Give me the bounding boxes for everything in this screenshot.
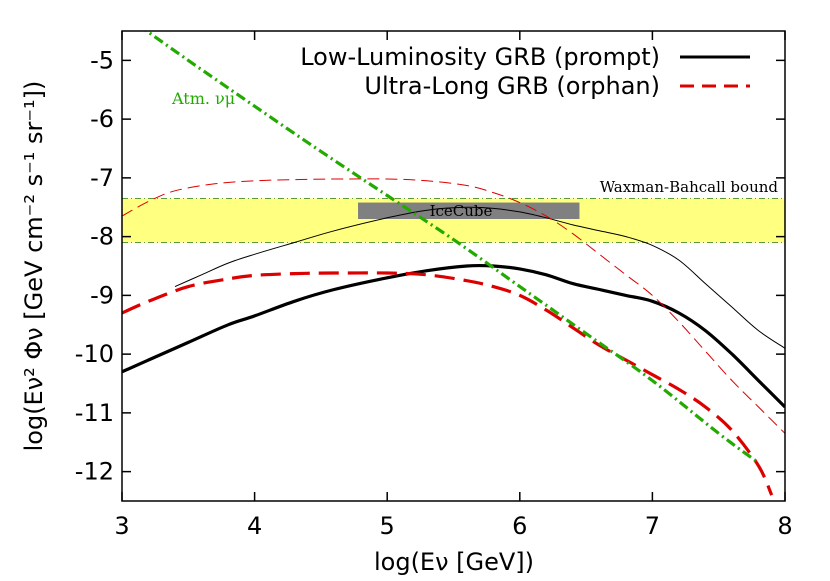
- atm-label: Atm. νμ: [171, 89, 235, 108]
- y-tick-label: -12: [75, 458, 114, 486]
- waxman-bahcall-label: Waxman-Bahcall bound: [600, 178, 779, 196]
- x-axis-label-text: log(Eν [GeV]): [374, 548, 534, 576]
- ticks-layer: 3 4 5 6 7 8 -5 -6 -7 -8 -9 -10 -11 -12: [75, 31, 793, 540]
- series-0-line: [122, 263, 785, 409]
- y-tick-label: -9: [90, 281, 114, 309]
- plot-frame: [121, 30, 786, 502]
- series-1-line: [122, 271, 774, 496]
- legend-label-ll: Low-Luminosity GRB (prompt): [300, 43, 660, 71]
- x-tick-label: 5: [380, 512, 395, 540]
- legend-label-ul: Ultra-Long GRB (orphan): [364, 72, 660, 100]
- y-tick-label: -7: [90, 164, 114, 192]
- legend: Low-Luminosity GRB (prompt) Ultra-Long G…: [300, 43, 750, 100]
- y-tick-label: -10: [75, 340, 114, 368]
- bands-layer: [122, 197, 785, 243]
- x-tick-label: 8: [777, 512, 792, 540]
- y-axis-label: log(Eν² Φν [GeV cm⁻² s⁻¹ sr⁻¹]): [20, 81, 48, 452]
- atm-annotation: Atm. νμ: [171, 89, 235, 108]
- x-tick-label: 7: [645, 512, 660, 540]
- y-tick-label: -5: [90, 46, 114, 74]
- icecube-band: [358, 202, 580, 219]
- x-tick-label: 4: [247, 512, 262, 540]
- y-axis-label-text: log(Eν² Φν [GeV cm⁻² s⁻¹ sr⁻¹]): [20, 81, 48, 452]
- x-axis-label: log(Eν [GeV]): [374, 548, 534, 576]
- series-4-line: [144, 31, 760, 465]
- y-tick-label: -11: [75, 399, 114, 427]
- y-tick-label: -8: [90, 223, 114, 251]
- x-tick-label: 6: [512, 512, 527, 540]
- curves-layer: [122, 31, 785, 496]
- y-tick-label: -6: [90, 105, 114, 133]
- series-2-line: [174, 206, 785, 349]
- x-tick-label: 3: [114, 512, 129, 540]
- series-3-line: [122, 178, 785, 434]
- icecube-label: IceCube: [430, 202, 493, 220]
